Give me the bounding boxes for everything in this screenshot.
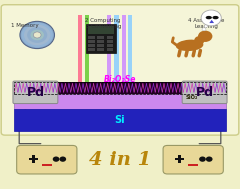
- Bar: [97, 36, 104, 39]
- Bar: [88, 44, 95, 47]
- Bar: [32, 158, 35, 160]
- Ellipse shape: [176, 40, 203, 51]
- Circle shape: [201, 10, 221, 26]
- Circle shape: [33, 32, 41, 38]
- Bar: [78, 15, 82, 86]
- FancyBboxPatch shape: [1, 5, 239, 135]
- Bar: [88, 26, 114, 34]
- Bar: [29, 158, 32, 160]
- Bar: [85, 15, 89, 86]
- Circle shape: [22, 23, 53, 47]
- Bar: [88, 36, 95, 39]
- Bar: [107, 44, 113, 47]
- FancyBboxPatch shape: [182, 81, 227, 104]
- Text: Bi₂O₂Se: Bi₂O₂Se: [104, 75, 136, 84]
- Ellipse shape: [206, 16, 212, 19]
- Text: Pd: Pd: [26, 86, 44, 98]
- Bar: [35, 158, 38, 160]
- Bar: [178, 158, 181, 160]
- Ellipse shape: [194, 36, 204, 45]
- Bar: [32, 155, 35, 158]
- Polygon shape: [209, 20, 214, 23]
- Bar: [128, 15, 132, 86]
- Bar: [88, 40, 95, 43]
- Bar: [181, 158, 185, 160]
- Circle shape: [206, 22, 209, 24]
- Bar: [14, 94, 226, 109]
- Bar: [107, 36, 113, 39]
- Text: Si: Si: [115, 115, 125, 125]
- Bar: [32, 160, 35, 163]
- Circle shape: [24, 25, 50, 45]
- Circle shape: [206, 156, 213, 162]
- Text: SiO₂: SiO₂: [186, 95, 198, 100]
- FancyBboxPatch shape: [13, 81, 58, 104]
- FancyBboxPatch shape: [163, 146, 223, 174]
- Bar: [107, 40, 113, 43]
- Circle shape: [20, 21, 54, 49]
- Bar: [178, 155, 181, 158]
- Circle shape: [202, 28, 206, 31]
- Bar: [88, 48, 95, 51]
- Ellipse shape: [200, 36, 205, 41]
- Circle shape: [198, 31, 212, 42]
- Bar: [42, 164, 52, 166]
- Ellipse shape: [212, 16, 219, 19]
- Bar: [14, 82, 226, 94]
- Bar: [107, 15, 111, 86]
- Circle shape: [60, 156, 66, 162]
- Bar: [97, 40, 104, 43]
- Bar: [86, 24, 116, 53]
- Text: Pd: Pd: [195, 86, 214, 98]
- Bar: [175, 158, 178, 160]
- Circle shape: [27, 27, 47, 43]
- Bar: [122, 15, 126, 86]
- Bar: [107, 48, 113, 51]
- Bar: [97, 48, 104, 51]
- Circle shape: [53, 156, 60, 162]
- Bar: [14, 109, 226, 131]
- Circle shape: [30, 30, 44, 40]
- Text: 2 Computing
3 Converting: 2 Computing 3 Converting: [85, 18, 121, 29]
- Text: 4 in 1: 4 in 1: [89, 151, 151, 169]
- Bar: [188, 164, 198, 166]
- Bar: [178, 160, 181, 163]
- Circle shape: [204, 25, 208, 27]
- FancyBboxPatch shape: [17, 146, 77, 174]
- Bar: [114, 15, 119, 86]
- Bar: [97, 44, 104, 47]
- Text: 1 Memory: 1 Memory: [11, 23, 39, 28]
- Bar: [14, 82, 226, 94]
- Text: 4 Associative
Learning: 4 Associative Learning: [188, 18, 225, 29]
- Circle shape: [199, 156, 206, 162]
